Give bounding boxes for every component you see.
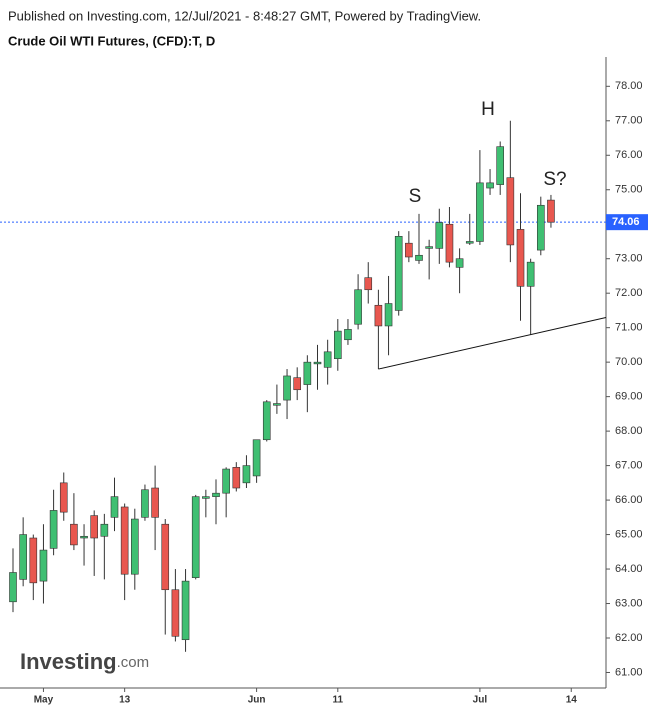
y-tick-label: 63.00 <box>615 597 643 609</box>
candle-body <box>374 304 383 327</box>
y-tick-label: 71.00 <box>615 322 643 334</box>
candle-body <box>465 241 474 244</box>
candle-body <box>273 403 281 406</box>
candle-body <box>445 223 454 263</box>
x-tick-label: 14 <box>566 695 578 706</box>
candle-body <box>262 401 271 441</box>
chart-title: Crude Oil WTI Futures, (CFD):T, D <box>8 33 215 48</box>
candle-body <box>39 549 48 582</box>
candle-body <box>455 258 464 268</box>
x-tick-label: May <box>34 695 54 706</box>
candle-body <box>202 496 210 499</box>
candle-body <box>252 439 261 477</box>
candle-body <box>90 515 98 539</box>
y-tick-label: 78.00 <box>615 80 643 92</box>
logo: Investing.com <box>20 649 149 674</box>
candle-body <box>547 199 555 223</box>
candle-body <box>415 254 423 261</box>
candle-body <box>242 465 251 484</box>
candle-body <box>19 534 27 580</box>
annotation: H <box>481 99 495 120</box>
candle-body <box>171 589 180 637</box>
x-tick-label: 13 <box>119 695 131 706</box>
y-tick-label: 64.00 <box>615 563 643 575</box>
candle-body <box>222 468 230 494</box>
candle-body <box>313 361 322 365</box>
candle-body <box>161 523 170 591</box>
candle-body <box>151 487 159 518</box>
y-tick-label: 76.00 <box>615 149 643 161</box>
candle-body <box>303 361 312 385</box>
candle-body <box>333 330 342 360</box>
candle-body <box>506 177 515 246</box>
y-tick-label: 77.00 <box>615 115 643 127</box>
y-tick-label: 75.00 <box>615 184 643 196</box>
y-tick-label: 65.00 <box>615 528 643 540</box>
candle-body <box>283 375 291 401</box>
y-tick-label: 66.00 <box>615 494 643 506</box>
candle-body <box>496 146 505 185</box>
last-price-box <box>606 214 648 231</box>
published-note: Published on Investing.com, 12/Jul/2021 … <box>8 8 481 23</box>
trendline <box>378 317 607 370</box>
y-tick-label: 69.00 <box>615 391 643 403</box>
y-tick-label: 62.00 <box>615 632 643 644</box>
annotation: S <box>409 186 422 207</box>
candle-body <box>394 236 403 311</box>
candle-body <box>476 182 484 242</box>
candle-body <box>29 537 38 584</box>
logo-name: Investing <box>20 649 117 674</box>
candle-body <box>70 523 78 546</box>
candle-body <box>486 182 494 189</box>
candle-body <box>384 303 393 327</box>
candle-body <box>364 277 373 291</box>
logo-suffix: .com <box>117 654 150 671</box>
annotation: S? <box>543 169 566 190</box>
x-tick-label: Jul <box>473 695 488 706</box>
candle-body <box>120 506 129 575</box>
candle-body <box>526 261 535 287</box>
candle-body <box>191 496 200 578</box>
candle-body <box>141 489 149 518</box>
candle-body <box>405 242 413 258</box>
candle-body <box>49 510 58 549</box>
last-price-label: 74.06 <box>612 216 640 228</box>
candle-body <box>181 580 190 641</box>
candle-body <box>232 467 241 489</box>
candle-body <box>323 351 332 368</box>
candle-body <box>100 523 109 537</box>
x-tick-label: Jun <box>248 695 266 706</box>
candle-body <box>425 246 433 249</box>
candle-body <box>9 572 17 603</box>
candle-body <box>59 482 68 513</box>
y-tick-label: 70.00 <box>615 356 643 368</box>
candle-body <box>212 492 220 497</box>
candle-body <box>536 204 545 251</box>
x-tick-label: 11 <box>333 695 344 706</box>
candle-body <box>516 229 525 287</box>
candle-body <box>110 496 119 518</box>
candle-body <box>80 535 88 539</box>
candle-body <box>435 222 444 249</box>
candle-body <box>344 329 352 341</box>
candle-body <box>354 289 362 325</box>
y-tick-label: 68.00 <box>615 425 643 437</box>
candle-body <box>293 377 302 391</box>
y-tick-label: 73.00 <box>615 253 643 265</box>
y-tick-label: 72.00 <box>615 287 643 299</box>
candle-body <box>131 518 139 575</box>
y-tick-label: 67.00 <box>615 460 643 472</box>
y-tick-label: 61.00 <box>615 666 643 678</box>
